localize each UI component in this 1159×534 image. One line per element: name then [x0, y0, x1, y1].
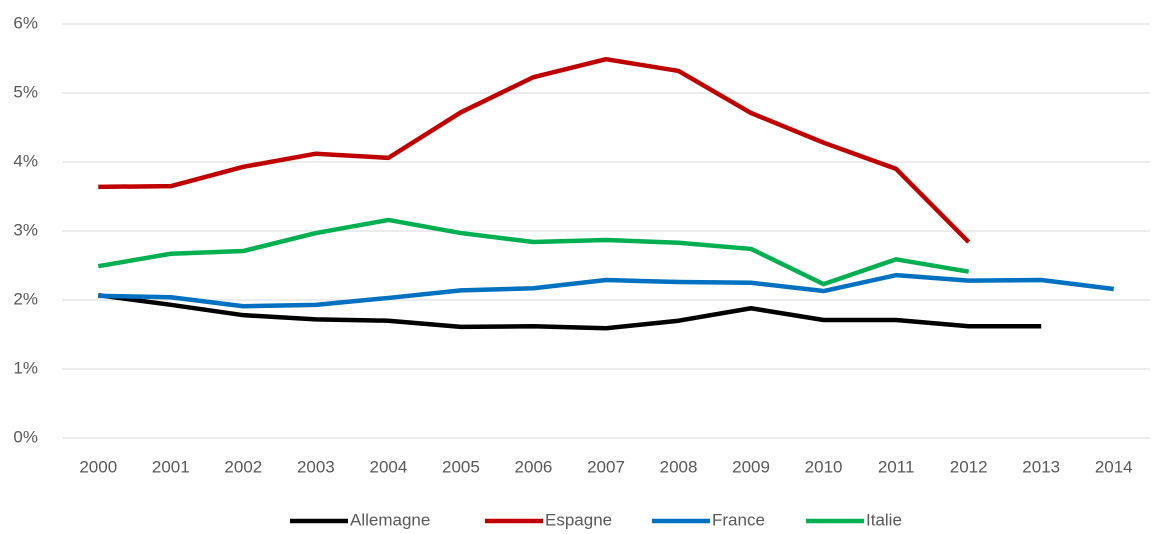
series-line	[97, 292, 1042, 331]
x-tick-label: 2003	[297, 457, 335, 476]
x-tick-label: 2012	[950, 457, 988, 476]
legend-label: Allemagne	[350, 510, 430, 529]
x-tick-label: 2007	[587, 457, 625, 476]
y-tick-label: 6%	[13, 13, 38, 32]
x-tick-label: 2011	[878, 457, 915, 476]
x-tick-label: 2001	[152, 457, 190, 476]
x-tick-label: 2009	[732, 457, 770, 476]
legend-label: France	[712, 510, 765, 529]
x-tick-label: 2008	[660, 457, 698, 476]
x-tick-label: 2014	[1095, 457, 1133, 476]
series-line	[98, 272, 1115, 309]
x-tick-label: 2006	[515, 457, 553, 476]
legend-label: Espagne	[545, 510, 612, 529]
y-tick-label: 1%	[13, 358, 38, 377]
legend-label: Italie	[866, 510, 902, 529]
x-tick-label: 2000	[79, 457, 117, 476]
y-tick-label: 2%	[13, 289, 38, 308]
x-tick-label: 2005	[442, 457, 480, 476]
y-tick-label: 0%	[13, 427, 38, 446]
x-tick-label: 2004	[369, 457, 407, 476]
series-line	[97, 217, 970, 287]
x-tick-label: 2002	[224, 457, 262, 476]
y-tick-label: 5%	[13, 82, 38, 101]
series-line	[98, 56, 971, 244]
x-tick-label: 2010	[805, 457, 843, 476]
y-tick-label: 4%	[13, 151, 38, 170]
y-tick-label: 3%	[13, 220, 38, 239]
x-tick-label: 2013	[1022, 457, 1060, 476]
